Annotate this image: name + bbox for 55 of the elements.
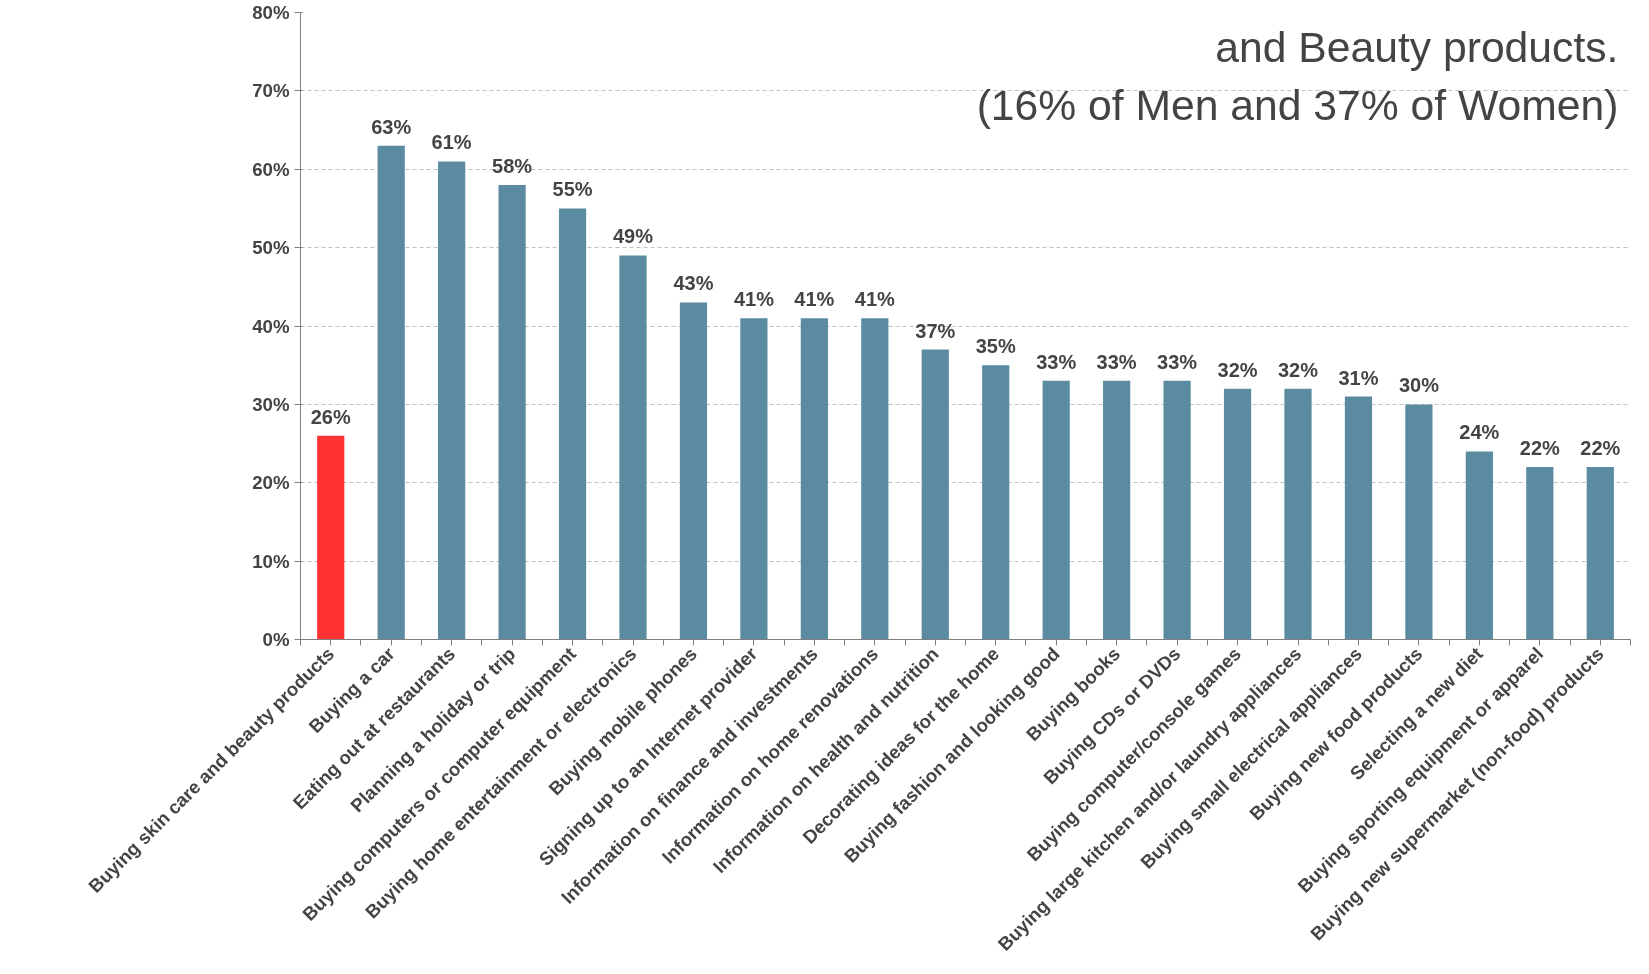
data-label: 35% (975, 335, 1016, 358)
y-tick-label: 0% (262, 629, 290, 650)
bar (1465, 451, 1493, 640)
y-tick-label: 40% (252, 315, 290, 337)
data-label: 22% (1519, 437, 1561, 460)
bar (1344, 396, 1373, 640)
data-label: 41% (794, 288, 835, 311)
data-label: 61% (431, 131, 472, 154)
bar (800, 318, 828, 640)
bar (498, 184, 526, 640)
bar (1223, 388, 1252, 640)
data-label: 32% (1277, 358, 1319, 381)
bar (1284, 388, 1312, 640)
data-label: 30% (1398, 374, 1440, 397)
bar (740, 318, 768, 640)
bar (982, 365, 1010, 640)
data-label: 58% (492, 154, 533, 177)
y-tick-label: 60% (252, 158, 290, 180)
annotation: (16% of Men and 37% of Women) (976, 80, 1619, 129)
data-label: 31% (1338, 366, 1379, 389)
bar (1103, 380, 1131, 640)
y-tick-label: 70% (252, 80, 290, 102)
y-tick-label: 10% (252, 550, 290, 572)
data-label: 55% (552, 178, 593, 201)
data-label: 24% (1459, 421, 1500, 444)
data-label: 37% (915, 319, 956, 342)
y-tick-label: 80% (252, 2, 290, 23)
bar (1586, 467, 1614, 640)
data-label: 22% (1580, 437, 1621, 460)
data-label: 32% (1217, 358, 1258, 381)
data-label: 33% (1096, 350, 1137, 373)
bar (438, 161, 466, 640)
data-label: 33% (1036, 350, 1077, 373)
data-label: 33% (1157, 350, 1198, 373)
bar (619, 255, 647, 640)
data-label: 63% (371, 115, 412, 138)
bar (1526, 467, 1554, 640)
bar (1405, 404, 1433, 640)
bar (861, 318, 889, 640)
data-label: 41% (733, 288, 775, 311)
y-tick-label: 50% (252, 237, 290, 259)
bar (921, 349, 949, 640)
bar (558, 208, 587, 640)
bar (317, 435, 345, 640)
bar (1042, 380, 1070, 640)
bar (377, 145, 405, 640)
bar (1163, 380, 1191, 640)
y-tick-label: 20% (252, 472, 290, 494)
data-label: 49% (612, 225, 654, 248)
annotation: and Beauty products. (1215, 22, 1619, 71)
data-label: 41% (854, 288, 896, 311)
data-label: 43% (673, 272, 714, 295)
y-tick-label: 30% (252, 393, 290, 415)
data-label: 26% (310, 405, 351, 428)
bar (679, 302, 708, 640)
